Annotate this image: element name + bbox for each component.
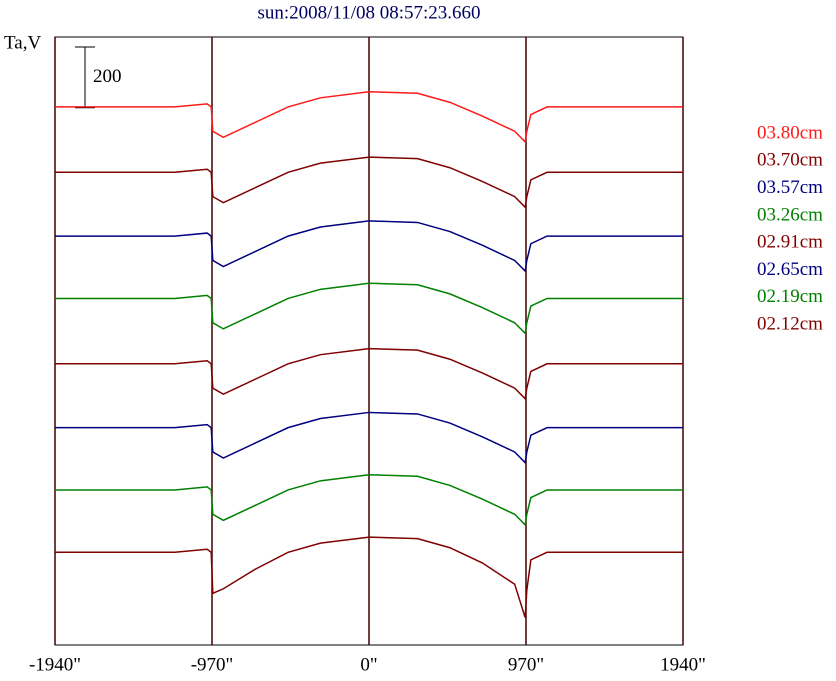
- scale-bar-label: 200: [93, 66, 122, 87]
- legend-label: 03.80cm: [757, 122, 823, 143]
- legend-label: 02.19cm: [757, 286, 823, 307]
- series-line: [55, 474, 683, 527]
- x-tick-label: 970": [508, 654, 544, 675]
- x-tick-label: 1940": [660, 654, 706, 675]
- series-line: [55, 282, 683, 335]
- x-tick-label: -970": [191, 654, 234, 675]
- legend-label: 02.65cm: [757, 259, 823, 280]
- series-line: [55, 536, 683, 618]
- legend-label: 03.70cm: [757, 150, 823, 171]
- x-tick-label: -1940": [29, 654, 81, 675]
- legend-label: 03.26cm: [757, 204, 823, 225]
- series-line: [55, 347, 683, 401]
- legend-label: 02.12cm: [757, 313, 823, 334]
- legend-label: 02.91cm: [757, 232, 823, 253]
- series-line: [55, 90, 683, 144]
- y-axis-label: Ta,V: [4, 32, 41, 53]
- chart-title: sun:2008/11/08 08:57:23.660: [257, 2, 480, 23]
- series-line: [55, 156, 683, 209]
- series-line: [55, 220, 683, 273]
- series-line: [55, 411, 683, 465]
- x-tick-label: 0": [360, 654, 377, 675]
- legend-label: 03.57cm: [757, 177, 823, 198]
